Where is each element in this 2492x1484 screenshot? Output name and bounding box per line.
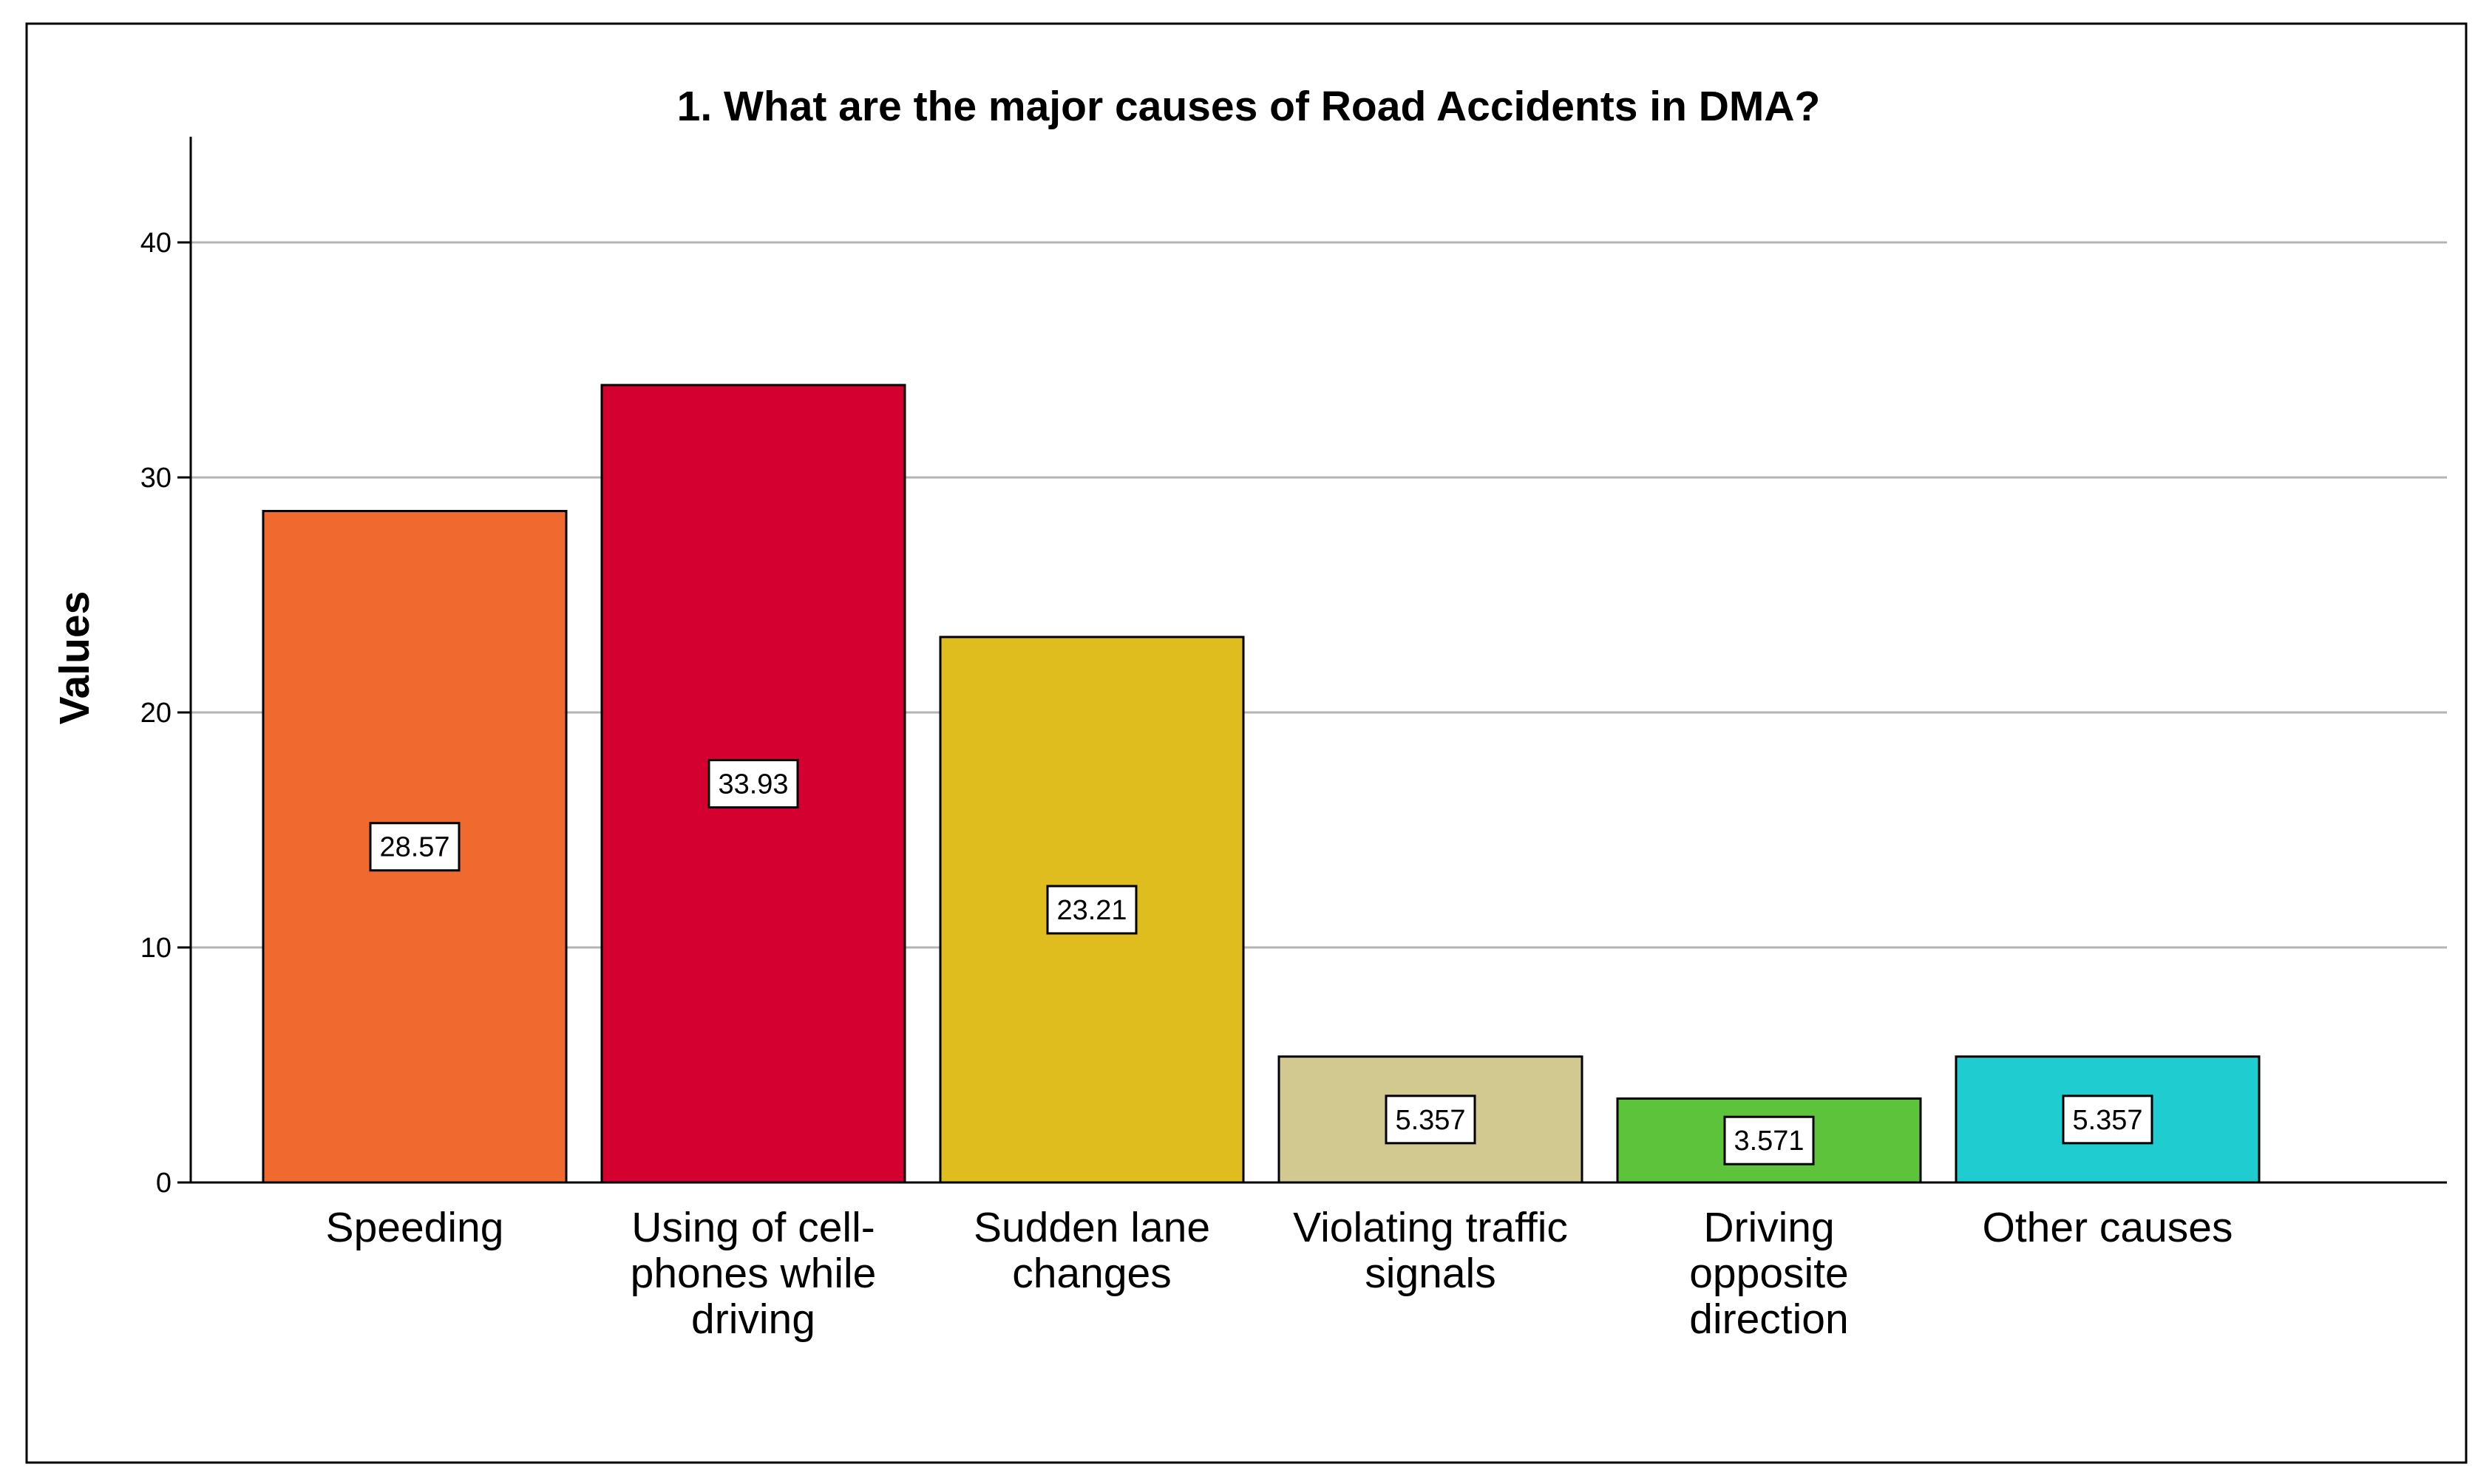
x-tick-label-line: signals xyxy=(1365,1250,1495,1297)
y-tick-label: 20 xyxy=(140,698,172,729)
x-tick-label: Using of cell-phones while driving xyxy=(631,1204,877,1343)
x-tick-label: Driving opposite direction xyxy=(1689,1204,1849,1343)
x-tick-label-line: Sudden lane xyxy=(974,1204,1210,1251)
x-tick-label: Other causes xyxy=(1983,1204,2233,1251)
y-tick-label: 10 xyxy=(140,933,172,964)
data-label-box xyxy=(1723,1115,1815,1165)
data-label: 33.93 xyxy=(718,769,788,800)
x-tick-labels: Speeding Using of cell-phones while drivin… xyxy=(326,1204,2233,1343)
y-tick-label: 30 xyxy=(140,463,172,494)
x-tick-label-line: Speeding xyxy=(326,1204,504,1251)
data-label: 28.57 xyxy=(379,832,449,863)
x-tick-label-line: direction xyxy=(1689,1296,1848,1343)
x-tick-label-line: driving xyxy=(691,1296,815,1343)
data-label-box xyxy=(1385,1095,1476,1145)
x-tick-label-line: phones while xyxy=(631,1250,877,1297)
data-label: 5.357 xyxy=(2072,1105,2142,1136)
y-axis-label: Values xyxy=(51,591,98,725)
y-tick-label: 0 xyxy=(156,1168,172,1199)
x-tick-label-line: Violating traffic xyxy=(1293,1204,1568,1251)
x-tick-label: Speeding xyxy=(326,1204,504,1251)
y-tick-labels: 0 10 20 30 40 xyxy=(140,228,191,1199)
data-labels: 28.57 33.93 23.21 5.357 3.571 5.357 xyxy=(369,759,2153,1165)
data-label-box xyxy=(369,822,461,872)
x-tick-label-line: Other causes xyxy=(1983,1204,2233,1251)
data-label: 5.357 xyxy=(1395,1105,1465,1136)
axes xyxy=(189,137,2447,1184)
data-label-box xyxy=(707,759,799,809)
x-tick-label: Violating traffic signals xyxy=(1293,1204,1568,1297)
data-label-box xyxy=(1046,885,1138,935)
data-label-box xyxy=(2062,1095,2153,1145)
x-tick-label-line: changes xyxy=(1012,1250,1172,1297)
y-tick-label: 40 xyxy=(140,228,172,259)
x-tick-label-line: Using of cell- xyxy=(631,1204,875,1251)
data-label: 23.21 xyxy=(1056,895,1127,926)
x-tick-label-line: Driving xyxy=(1703,1204,1834,1251)
x-tick-label-line: opposite xyxy=(1689,1250,1849,1297)
chart-title: 1. What are the major causes of Road Acc… xyxy=(677,83,1821,130)
x-tick-label: Sudden lane changes xyxy=(974,1204,1210,1297)
data-label: 3.571 xyxy=(1734,1126,1804,1157)
